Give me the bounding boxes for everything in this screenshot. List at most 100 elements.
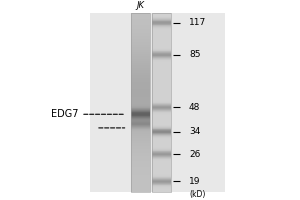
Bar <box>130 28 150 29</box>
Bar <box>152 70 171 71</box>
Bar <box>152 55 171 56</box>
Bar <box>130 150 150 151</box>
Bar <box>152 142 171 143</box>
Bar <box>152 24 171 25</box>
Bar <box>130 111 150 112</box>
Bar <box>152 163 171 164</box>
Bar <box>130 131 150 132</box>
Bar <box>152 114 171 115</box>
Bar <box>130 43 150 44</box>
Bar <box>152 101 171 102</box>
Bar <box>130 147 150 148</box>
Bar <box>152 184 171 185</box>
Bar <box>152 101 171 102</box>
Bar <box>152 50 171 51</box>
Bar <box>152 69 171 70</box>
Bar <box>130 107 150 108</box>
Bar <box>130 146 150 147</box>
Bar <box>130 175 150 176</box>
Bar <box>130 14 150 15</box>
Bar <box>152 81 171 82</box>
Bar <box>130 121 150 122</box>
Bar <box>130 31 150 32</box>
Bar <box>130 78 150 79</box>
Bar <box>130 182 150 183</box>
Bar <box>152 18 171 19</box>
Bar <box>130 119 150 120</box>
Bar <box>152 99 171 100</box>
Bar <box>152 36 171 37</box>
Bar <box>130 72 150 73</box>
Bar <box>152 67 171 68</box>
Bar <box>152 121 171 122</box>
Bar <box>152 179 171 180</box>
Bar <box>152 128 171 129</box>
Bar <box>130 63 150 64</box>
Bar <box>152 114 171 115</box>
Bar <box>152 25 171 26</box>
Bar <box>130 83 150 84</box>
Bar <box>152 22 171 23</box>
Bar <box>152 179 171 180</box>
Bar <box>130 38 150 39</box>
Bar <box>152 61 171 62</box>
Bar <box>152 15 171 16</box>
Bar <box>152 13 171 14</box>
Bar <box>130 93 150 94</box>
Bar <box>152 59 171 60</box>
Bar <box>152 13 171 192</box>
Bar <box>152 46 171 47</box>
Bar <box>130 161 150 162</box>
Bar <box>130 71 150 72</box>
Bar <box>130 45 150 46</box>
Bar <box>130 26 150 27</box>
Bar <box>152 28 171 29</box>
Bar <box>152 86 171 87</box>
Bar <box>152 28 171 29</box>
Bar <box>130 189 150 190</box>
Bar <box>130 124 150 125</box>
Bar <box>130 16 150 17</box>
Bar <box>152 56 171 57</box>
Bar <box>152 136 171 137</box>
Bar <box>130 140 150 141</box>
Bar <box>152 32 171 33</box>
Bar <box>152 68 171 69</box>
Bar <box>130 89 150 90</box>
Bar <box>152 189 171 190</box>
Bar <box>130 165 150 166</box>
Bar <box>130 84 150 85</box>
Bar <box>130 77 150 78</box>
Bar <box>152 161 171 162</box>
Bar <box>152 62 171 63</box>
Bar <box>152 76 171 77</box>
Bar <box>152 108 171 109</box>
Bar <box>130 81 150 82</box>
Bar <box>152 71 171 72</box>
Bar <box>130 85 150 86</box>
Bar <box>130 33 150 34</box>
Bar <box>130 177 150 178</box>
Bar <box>152 14 171 15</box>
Bar <box>152 156 171 157</box>
Bar <box>130 135 150 136</box>
Bar <box>130 155 150 156</box>
Bar <box>152 137 171 138</box>
Bar <box>152 37 171 38</box>
Bar <box>152 130 171 131</box>
Bar <box>152 141 171 142</box>
Bar <box>130 132 150 133</box>
Bar <box>152 91 171 92</box>
Bar <box>130 63 150 64</box>
Bar <box>130 91 150 92</box>
Bar <box>130 152 150 153</box>
Bar <box>130 34 150 35</box>
Bar <box>130 19 150 20</box>
Bar <box>130 15 150 16</box>
Bar <box>130 128 150 129</box>
Bar <box>152 55 171 56</box>
Bar <box>130 22 150 23</box>
Bar <box>152 37 171 38</box>
Bar <box>152 26 171 27</box>
Bar <box>130 187 150 188</box>
